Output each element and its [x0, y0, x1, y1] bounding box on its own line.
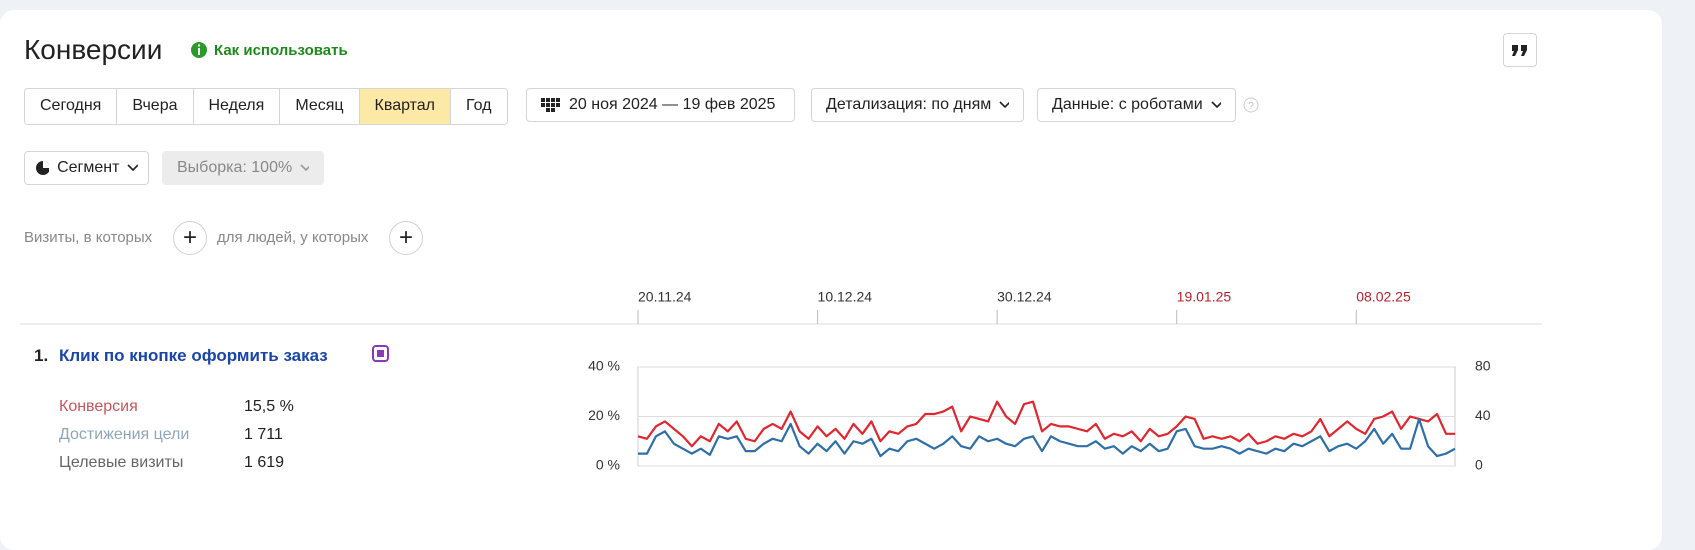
- chart: 20.11.24 10.12.24 30.12.24 19.01.25 08.02.25…: [20, 289, 1542, 473]
- sample-dropdown: Выборка: 100%: [162, 151, 324, 185]
- timeline-label: 30.12.24: [997, 289, 1052, 305]
- period-button[interactable]: Сегодня: [25, 89, 118, 124]
- period-button[interactable]: Вчера: [117, 89, 194, 124]
- goal-icon: [372, 345, 389, 362]
- date-range: 20 ноя 2024 — 19 фев 2025: [569, 96, 776, 113]
- data-label: Данные: с роботами: [1052, 96, 1203, 113]
- period-button[interactable]: Месяц: [280, 89, 360, 124]
- series-line: [638, 417, 1456, 458]
- svg-text:?: ?: [1248, 101, 1254, 112]
- goal-name[interactable]: Клик по кнопке оформить заказ: [59, 346, 328, 365]
- add-visit-filter[interactable]: +: [173, 221, 207, 255]
- add-people-filter[interactable]: +: [389, 221, 423, 255]
- page-title: Конверсии: [24, 34, 163, 65]
- metric-value: 1 711: [244, 426, 283, 443]
- people-filter-label: для людей, у которых: [217, 229, 369, 246]
- period-button[interactable]: Год: [451, 89, 507, 124]
- goal-number: 1.: [34, 346, 49, 365]
- period-switcher: Сегодня Вчера Неделя Месяц Квартал Год: [24, 88, 508, 125]
- metric-label: Достижения цели: [59, 426, 190, 443]
- metric-label: Конверсия: [59, 398, 138, 415]
- timeline-label: 10.12.24: [818, 289, 873, 305]
- y2-tick-label: 0: [1475, 457, 1483, 473]
- y-tick-label: 20 %: [588, 407, 620, 423]
- period-button[interactable]: Неделя: [193, 89, 281, 124]
- metric-label: Целевые визиты: [59, 454, 184, 471]
- data-dropdown[interactable]: Данные: с роботами: [1037, 88, 1236, 122]
- detail-label: Детализация: по дням: [826, 96, 992, 113]
- y2-tick-label: 40: [1475, 407, 1491, 423]
- y-tick-label: 0 %: [596, 457, 620, 473]
- period-button[interactable]: Квартал: [359, 89, 452, 124]
- timeline-label: 08.02.25: [1356, 289, 1411, 305]
- timeline-label: 20.11.24: [638, 289, 692, 305]
- help-icon[interactable]: ?: [1243, 97, 1259, 113]
- timeline-label: 19.01.25: [1177, 289, 1232, 305]
- series-line: [637, 400, 1455, 448]
- date-range-button[interactable]: 20 ноя 2024 — 19 фев 2025: [526, 88, 795, 122]
- y-tick-label: 40 %: [588, 358, 620, 374]
- sample-label: Выборка: 100%: [177, 159, 293, 176]
- visits-filter-label: Визиты, в которых: [24, 229, 153, 246]
- segment-label: Сегмент: [57, 159, 120, 176]
- metric-value: 1 619: [244, 454, 285, 471]
- share-button[interactable]: [1503, 33, 1537, 67]
- segment-dropdown[interactable]: Сегмент: [24, 151, 149, 185]
- page: Конверсии Как использовать Сегодня Вчера Н…: [0, 10, 1662, 550]
- help-link[interactable]: Как использовать: [214, 42, 348, 59]
- detail-dropdown[interactable]: Детализация: по дням: [811, 88, 1024, 122]
- y2-tick-label: 80: [1475, 358, 1491, 374]
- info-icon: [191, 42, 207, 58]
- metric-value: 15,5 %: [244, 398, 294, 415]
